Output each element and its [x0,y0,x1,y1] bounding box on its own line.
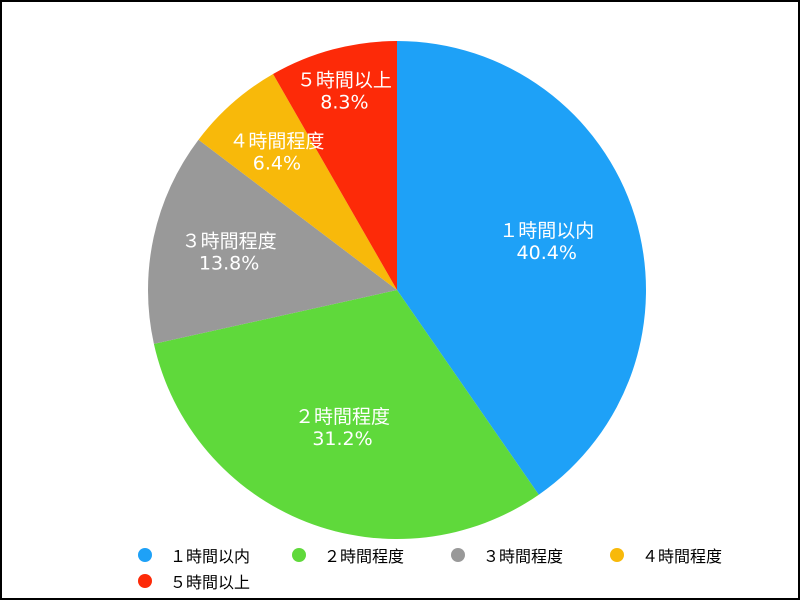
legend-swatch [610,548,624,562]
pie-slice [397,41,646,495]
pie-slice [148,139,397,344]
legend-item: ４時間程度 [610,544,770,566]
slice-value-label: 31.2% [312,428,372,450]
slice-category-label: ３時間程度 [182,230,277,252]
slice-value-label: 13.8% [199,252,259,274]
slice-category-label: ４時間程度 [229,131,324,153]
slice-category-label: １時間以内 [499,220,594,242]
pie-slice [273,41,397,290]
legend-item: ３時間程度 [451,544,610,566]
legend-swatch [292,548,306,562]
slice-value-label: 6.4% [253,153,301,175]
pie-slice [198,74,397,290]
legend-label: ３時間程度 [483,547,564,566]
legend-label: ５時間以上 [170,573,251,592]
legend-item: １時間以内 [138,544,292,566]
slice-value-label: 40.4% [517,242,577,264]
pie-slice [153,290,539,539]
legend-swatch [138,548,152,562]
legend-item: ２時間程度 [292,544,451,566]
legend-swatch [451,548,465,562]
pie-slices [148,41,646,539]
chart-legend: １時間以内 ２時間程度 ３時間程度 ４時間程度 ５時間以上 [138,544,778,592]
slice-value-label: 8.3% [320,92,368,114]
slice-category-label: ２時間程度 [295,406,390,428]
legend-label: ４時間程度 [642,547,723,566]
legend-swatch [138,574,152,588]
slice-category-label: ５時間以上 [297,70,392,92]
legend-label: １時間以内 [170,547,251,566]
legend-item: ５時間以上 [138,570,292,592]
legend-label: ２時間程度 [324,547,405,566]
